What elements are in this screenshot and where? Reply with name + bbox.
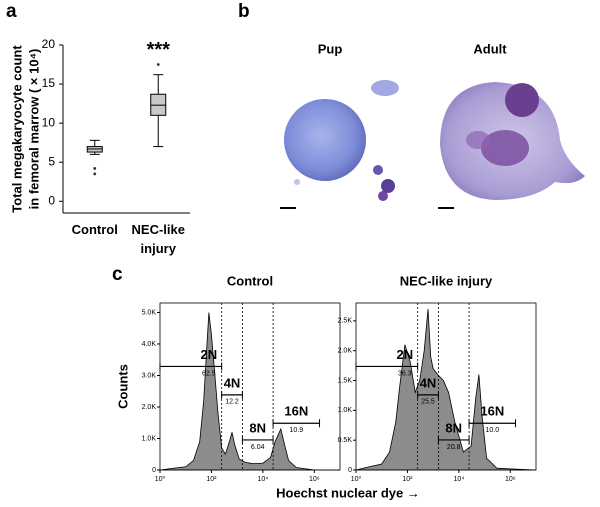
x-tick-label: 10⁰ — [351, 475, 362, 483]
y-tick-label: 0.5K — [338, 437, 353, 444]
gate-name: 8N — [445, 420, 462, 435]
y-tick-label: 5.0K — [142, 309, 157, 316]
gate-name: 16N — [284, 404, 308, 419]
y-axis-label: Counts — [115, 364, 130, 409]
gate-percent: 12.2 — [225, 399, 239, 406]
x-tick-label: Control — [72, 222, 118, 237]
y-tick-label: 0 — [348, 467, 352, 474]
y-tick-label: 1.5K — [338, 377, 353, 384]
x-tick-label: 10² — [206, 476, 217, 483]
y-tick-label: 2.0K — [338, 348, 353, 355]
y-tick-label: 0 — [48, 193, 55, 207]
x-tick-label: 10⁶ — [309, 476, 320, 483]
y-axis-label: Total megakaryocyte count — [9, 45, 24, 213]
micrograph-pup — [280, 80, 399, 209]
y-axis-label: in femoral marrow ( × 10⁴) — [26, 49, 41, 210]
histogram-area — [355, 308, 537, 471]
y-tick-label: 1.0K — [338, 407, 353, 414]
gate-name: 4N — [420, 375, 437, 390]
y-tick-label: 2.0K — [142, 404, 157, 411]
image-label: Adult — [473, 41, 507, 56]
panel-label: b — [238, 1, 250, 22]
gate-percent: 20.8 — [447, 444, 461, 451]
chart-title: Control — [227, 273, 273, 288]
x-tick-label: NEC-like injury — [132, 222, 185, 256]
image-label: Pup — [318, 41, 343, 56]
gate-percent: 62.5 — [202, 370, 216, 377]
x-tick-label: 10⁴ — [453, 476, 464, 483]
gate-name: 2N — [397, 347, 414, 362]
gate-percent: 36.3 — [398, 370, 412, 377]
gate-percent: 25.5 — [421, 399, 435, 406]
y-tick-label: 0 — [152, 467, 156, 474]
plot-frame — [355, 302, 537, 471]
gate-percent: 10.9 — [289, 427, 303, 434]
histogram-area — [159, 312, 340, 471]
outlier — [156, 63, 160, 66]
panel-label: c — [112, 264, 123, 285]
y-tick-label: 3.0K — [142, 372, 157, 379]
chart-title: NEC-like injury — [400, 273, 493, 288]
gate-percent: 10.0 — [485, 427, 499, 434]
outlier — [93, 172, 97, 176]
y-tick-label: 1.0K — [142, 435, 157, 442]
gate-name: 8N — [249, 420, 266, 435]
x-tick-label: 10⁴ — [257, 476, 268, 483]
outlier — [93, 167, 97, 170]
y-tick-label: 10 — [42, 115, 56, 129]
significance: *** — [147, 39, 171, 61]
y-tick-label: 4.0K — [142, 341, 157, 348]
x-axis-label: Hoechst nuclear dye → — [276, 485, 420, 500]
x-tick-label: 10² — [402, 476, 413, 483]
panel-label: a — [6, 1, 17, 22]
gate-percent: 6.04 — [251, 444, 265, 451]
y-tick-label: 15 — [42, 76, 56, 90]
x-tick-label: 10⁰ — [155, 475, 166, 483]
y-tick-label: 2.5K — [338, 318, 353, 325]
gate-name: 16N — [480, 404, 504, 419]
plot-frame — [159, 302, 341, 471]
micrograph-adult — [438, 82, 585, 209]
y-tick-label: 20 — [42, 37, 56, 51]
x-tick-label: 10⁶ — [505, 476, 516, 483]
gate-name: 4N — [224, 375, 241, 390]
gate-name: 2N — [201, 347, 218, 362]
y-tick-label: 5 — [48, 154, 55, 168]
